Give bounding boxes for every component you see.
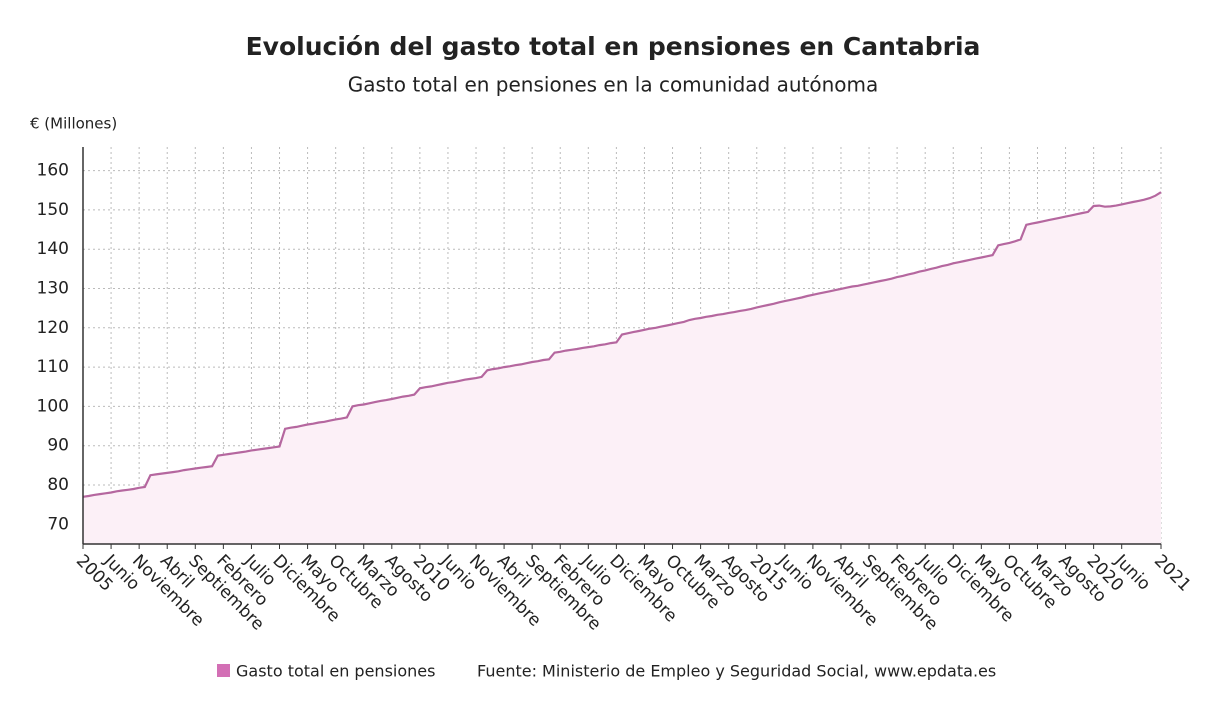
legend-label: Gasto total en pensiones [236, 662, 435, 681]
area-fill [83, 192, 1161, 544]
y-tick-label: 140 [37, 239, 69, 259]
y-tick-label: 110 [37, 357, 69, 377]
y-axis-label: € (Millones) [30, 115, 117, 133]
data-line [82, 191, 1162, 498]
y-tick-label: 150 [37, 200, 69, 220]
y-tick-label: 100 [37, 396, 69, 416]
legend-swatch [217, 664, 230, 677]
y-tick-label: 90 [47, 436, 69, 456]
y-tick-label: 160 [37, 161, 69, 181]
chart-title: Evolución del gasto total en pensiones e… [246, 32, 981, 61]
y-tick-label: 130 [37, 279, 69, 299]
y-tick-label: 120 [37, 318, 69, 338]
source: Fuente: Ministerio de Empleo y Seguridad… [477, 662, 996, 681]
x-tick-label: 2021 [1150, 551, 1195, 596]
y-tick-label: 80 [47, 475, 69, 495]
y-tick-label: 70 [47, 514, 69, 534]
chart-subtitle: Gasto total en pensiones en la comunidad… [348, 73, 878, 97]
